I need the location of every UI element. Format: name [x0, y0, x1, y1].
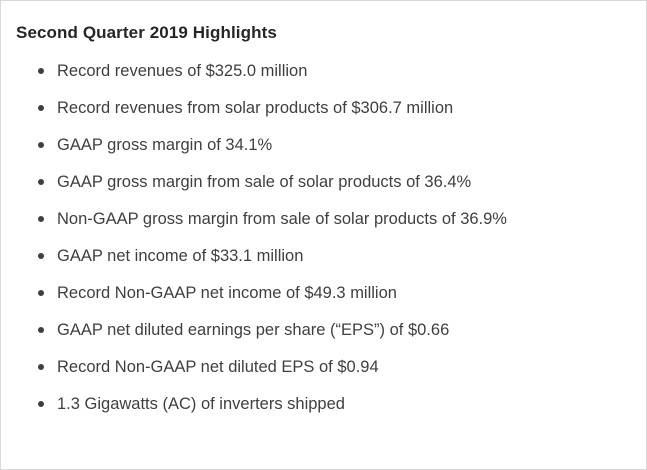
highlight-item: GAAP net diluted earnings per share (“EP…	[38, 320, 628, 340]
highlight-item: Record revenues from solar products of $…	[38, 98, 628, 118]
document-page: Second Quarter 2019 Highlights Record re…	[1, 1, 646, 414]
highlight-item: 1.3 Gigawatts (AC) of inverters shipped	[38, 394, 628, 414]
highlights-list: Record revenues of $325.0 million Record…	[15, 61, 628, 414]
highlight-item: Non-GAAP gross margin from sale of solar…	[38, 209, 628, 229]
highlight-item: GAAP net income of $33.1 million	[38, 246, 628, 266]
highlight-item: Record Non-GAAP net diluted EPS of $0.94	[38, 357, 628, 377]
highlight-item: Record Non-GAAP net income of $49.3 mill…	[38, 283, 628, 303]
highlight-item: Record revenues of $325.0 million	[38, 61, 628, 81]
highlight-item: GAAP gross margin from sale of solar pro…	[38, 172, 628, 192]
highlight-item: GAAP gross margin of 34.1%	[38, 135, 628, 155]
page-title: Second Quarter 2019 Highlights	[16, 23, 277, 42]
